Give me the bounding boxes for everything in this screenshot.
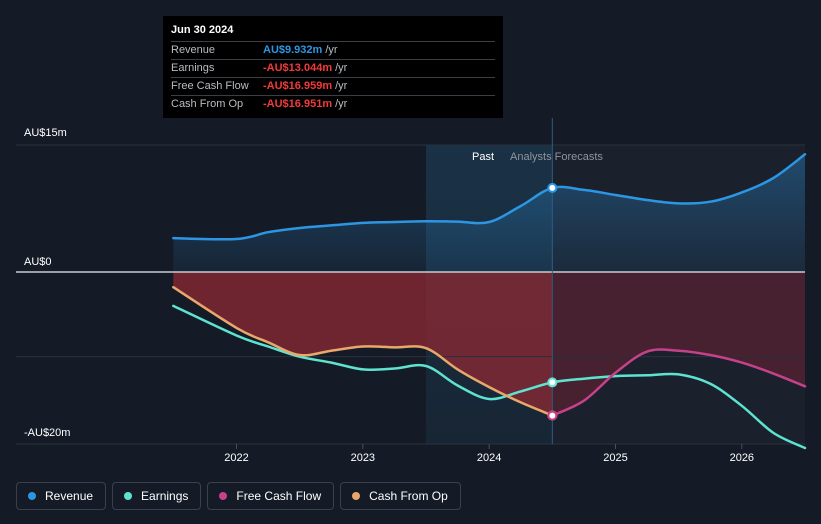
cash-flow-area-past	[173, 272, 553, 416]
marker-free-cash-flow	[547, 410, 558, 421]
legend-dot-icon	[219, 492, 228, 500]
tooltip-row-cash-from-op: Cash From Op -AU$16.951m /yr	[171, 95, 495, 113]
series-line-cash-from-op	[172, 285, 554, 417]
x-tick-label: 2023	[351, 452, 375, 464]
x-tick-label: 2024	[477, 452, 501, 464]
tooltip-label: Revenue	[171, 44, 216, 56]
tooltip-unit: /yr	[335, 80, 348, 92]
tooltip-value: -AU$16.959m	[263, 80, 333, 92]
marker-earnings	[547, 377, 558, 388]
tooltip-row-revenue: Revenue AU$9.932m /yr	[171, 41, 495, 59]
tooltip-value: -AU$16.951m	[263, 98, 333, 110]
marker-revenue	[547, 182, 558, 193]
series-line-revenue	[172, 153, 807, 241]
revenue-area	[173, 154, 806, 272]
tooltip-unit: /yr	[335, 62, 348, 74]
tooltip-label: Earnings	[171, 62, 215, 74]
tooltip-date: Jun 30 2024	[171, 24, 234, 36]
x-tick-label: 2025	[603, 452, 627, 464]
legend-item-earnings[interactable]: Earnings	[112, 482, 202, 510]
legend-item-free-cash-flow[interactable]: Free Cash Flow	[207, 482, 335, 510]
tooltip-label: Free Cash Flow	[171, 80, 249, 92]
legend-item-cash-from-op[interactable]: Cash From Op	[340, 482, 461, 510]
y-label-top: AU$15m	[24, 127, 67, 139]
x-tick-label: 2026	[730, 452, 754, 464]
legend-label: Cash From Op	[369, 489, 448, 503]
y-label-bottom: -AU$20m	[24, 427, 70, 439]
tooltip-unit: /yr	[325, 44, 338, 56]
past-label: Past	[472, 151, 494, 163]
legend: Revenue Earnings Free Cash Flow Cash Fro…	[16, 482, 461, 510]
legend-dot-icon	[124, 492, 133, 500]
legend-item-revenue[interactable]: Revenue	[16, 482, 107, 510]
series-line-free-cash-flow	[551, 348, 807, 417]
tooltip-value: AU$9.932m	[263, 44, 323, 56]
tooltip-value: -AU$13.044m	[263, 62, 333, 74]
cash-flow-area-forecast	[552, 272, 805, 416]
legend-label: Earnings	[141, 489, 189, 503]
legend-label: Revenue	[45, 489, 94, 503]
tooltip-row-earnings: Earnings -AU$13.044m /yr	[171, 59, 495, 77]
series-line-earnings	[172, 304, 807, 450]
tooltip: Jun 30 2024 Revenue AU$9.932m /yr Earnin…	[163, 16, 503, 118]
tooltip-label: Cash From Op	[171, 98, 244, 110]
legend-dot-icon	[352, 492, 361, 500]
tooltip-row-free-cash-flow: Free Cash Flow -AU$16.959m /yr	[171, 77, 495, 95]
tooltip-unit: /yr	[335, 98, 348, 110]
legend-dot-icon	[28, 492, 36, 500]
x-tick-label: 2022	[224, 452, 248, 464]
forecast-label: Analysts Forecasts	[510, 151, 603, 163]
y-label-zero: AU$0	[24, 256, 52, 268]
legend-label: Free Cash Flow	[236, 489, 322, 503]
